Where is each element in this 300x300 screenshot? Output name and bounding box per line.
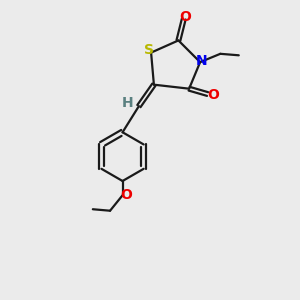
- Text: N: N: [196, 54, 207, 68]
- Text: S: S: [144, 43, 154, 57]
- Text: H: H: [122, 95, 134, 110]
- Text: O: O: [207, 88, 219, 102]
- Text: O: O: [180, 10, 191, 24]
- Text: O: O: [120, 188, 132, 202]
